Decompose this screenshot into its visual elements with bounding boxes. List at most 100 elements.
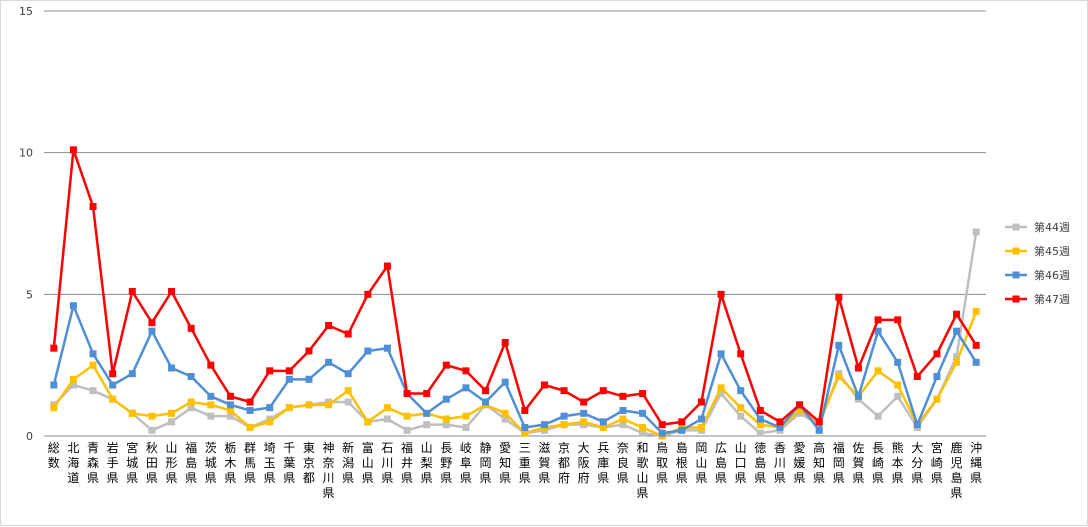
x-tick-label: 北海道 bbox=[67, 441, 79, 485]
x-tick-label: 長野県 bbox=[440, 441, 452, 485]
data-point bbox=[639, 424, 647, 431]
series-line bbox=[52, 304, 978, 435]
x-tick-label: 和歌山県 bbox=[637, 441, 649, 500]
data-point bbox=[187, 324, 195, 332]
legend-marker bbox=[1012, 247, 1020, 255]
data-point bbox=[874, 327, 882, 335]
y-tick-label: 0 bbox=[26, 430, 33, 443]
x-tick-label: 茨城県 bbox=[205, 441, 217, 485]
x-tick-label: 広島県 bbox=[715, 441, 727, 485]
x-tick-label: 山形県 bbox=[166, 441, 178, 485]
data-point bbox=[462, 412, 470, 420]
data-point bbox=[325, 358, 333, 366]
data-point bbox=[285, 367, 293, 375]
x-tick-label: 鳥取県 bbox=[656, 440, 668, 485]
data-point bbox=[874, 316, 882, 324]
x-tick-label: 青森県 bbox=[87, 441, 99, 485]
legend-marker bbox=[1012, 271, 1020, 279]
data-point bbox=[462, 424, 470, 431]
data-point bbox=[521, 429, 529, 437]
data-point bbox=[953, 358, 961, 366]
x-tick-label: 宮城県 bbox=[126, 440, 138, 485]
data-point bbox=[109, 370, 117, 378]
x-tick-label: 京都府 bbox=[558, 441, 570, 485]
x-tick-label: 福島県 bbox=[185, 440, 197, 485]
data-point bbox=[796, 401, 804, 409]
data-point bbox=[540, 381, 548, 389]
data-point bbox=[109, 381, 117, 389]
legend-item: 第44週 bbox=[1005, 220, 1070, 234]
data-point bbox=[894, 381, 902, 389]
data-point bbox=[442, 415, 450, 423]
legend-marker bbox=[1012, 295, 1020, 303]
data-point bbox=[423, 390, 431, 397]
data-point bbox=[599, 387, 607, 395]
y-tick-label: 15 bbox=[19, 5, 33, 18]
data-point bbox=[678, 418, 686, 426]
data-point bbox=[344, 387, 352, 395]
data-point bbox=[776, 424, 784, 431]
data-point bbox=[226, 412, 234, 420]
data-point bbox=[89, 350, 97, 358]
data-point bbox=[619, 407, 627, 414]
series-line bbox=[52, 148, 978, 426]
data-point bbox=[521, 407, 529, 414]
data-point bbox=[168, 288, 176, 295]
x-tick-label: 群馬県 bbox=[244, 441, 256, 485]
data-point bbox=[619, 421, 627, 429]
x-tick-label: 秋田県 bbox=[146, 441, 158, 485]
legend-item: 第47週 bbox=[1005, 292, 1070, 306]
data-point bbox=[619, 392, 627, 400]
data-point bbox=[383, 415, 391, 423]
data-point bbox=[128, 409, 136, 417]
legend-marker bbox=[1012, 223, 1020, 231]
data-point bbox=[639, 409, 647, 417]
data-point bbox=[540, 421, 548, 429]
data-point bbox=[344, 370, 352, 378]
data-point bbox=[658, 429, 666, 437]
x-tick-label: 鹿児島県 bbox=[951, 440, 963, 500]
data-point bbox=[933, 350, 941, 358]
data-point bbox=[187, 373, 195, 380]
x-tick-label: 大阪府 bbox=[578, 441, 590, 485]
x-tick-label: 徳島県 bbox=[754, 440, 766, 485]
x-tick-label: 富山県 bbox=[362, 440, 374, 485]
data-point bbox=[285, 404, 293, 412]
data-point bbox=[187, 404, 195, 412]
data-point bbox=[50, 404, 58, 412]
data-point bbox=[69, 302, 77, 310]
data-point bbox=[756, 421, 764, 429]
data-point bbox=[835, 373, 843, 380]
data-point bbox=[207, 401, 215, 409]
data-point bbox=[442, 395, 450, 403]
series-3 bbox=[50, 302, 980, 437]
data-point bbox=[953, 327, 961, 335]
data-point bbox=[717, 384, 725, 392]
data-point bbox=[933, 373, 941, 380]
data-point bbox=[697, 415, 705, 423]
data-point bbox=[148, 327, 156, 335]
x-tick-label: 愛知県 bbox=[499, 441, 511, 485]
data-point bbox=[501, 409, 509, 417]
x-tick-label: 兵庫県 bbox=[597, 441, 609, 485]
data-point bbox=[737, 350, 745, 358]
data-point bbox=[69, 381, 77, 389]
data-point bbox=[462, 384, 470, 392]
x-tick-label: 福岡県 bbox=[833, 440, 845, 485]
data-point bbox=[364, 418, 372, 426]
data-point bbox=[364, 347, 372, 355]
data-point bbox=[717, 350, 725, 358]
data-point bbox=[737, 404, 745, 412]
data-point bbox=[639, 429, 647, 437]
data-point bbox=[168, 409, 176, 417]
data-point bbox=[599, 418, 607, 426]
x-tick-label: 新潟県 bbox=[342, 440, 354, 485]
data-point bbox=[501, 339, 509, 346]
data-point bbox=[501, 415, 509, 423]
legend-label: 第45週 bbox=[1034, 244, 1070, 258]
data-point bbox=[835, 341, 843, 349]
data-point bbox=[128, 370, 136, 378]
data-point bbox=[226, 392, 234, 400]
data-point bbox=[854, 364, 862, 372]
x-tick-label: 長崎県 bbox=[872, 441, 884, 485]
